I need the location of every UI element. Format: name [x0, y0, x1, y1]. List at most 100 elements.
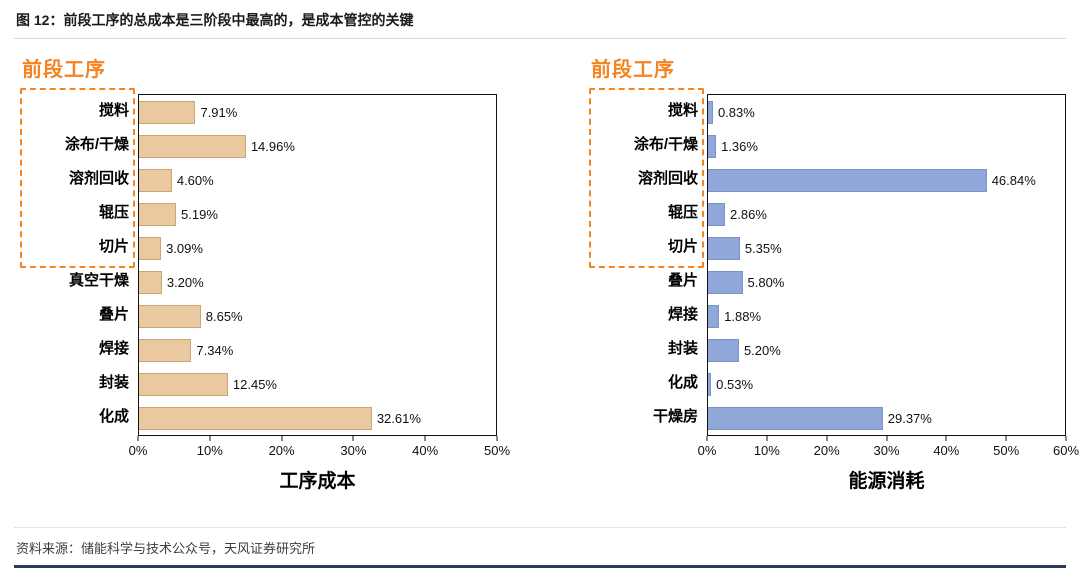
tick-label: 10%	[196, 443, 223, 458]
bar	[708, 270, 743, 294]
bar-row: 5.19%	[139, 197, 496, 231]
bar-row: 7.34%	[139, 333, 496, 367]
x-axis: 0% 10% 20% 30% 40% 50%	[129, 436, 510, 462]
tick-label: 40%	[933, 443, 960, 458]
value-label: 46.84%	[991, 172, 1036, 188]
bar	[139, 270, 162, 294]
tick-label: 50%	[483, 443, 511, 458]
source-divider	[14, 527, 1066, 528]
category-label: 溶剂回收	[68, 170, 129, 187]
bar	[139, 202, 177, 226]
value-label: 5.80%	[747, 274, 785, 290]
chart-body: 搅料 涂布/干燥 溶剂回收 辊压 切片 叠片 焊接 封装 化成 干燥房 0.83% 1.36% 46.8…	[589, 88, 1079, 493]
value-label: 5.20%	[743, 342, 781, 358]
bar-row: 3.20%	[139, 265, 496, 299]
bar-row: 4.60%	[139, 163, 496, 197]
tick-label: 50%	[993, 443, 1020, 458]
figure-footer: 资料来源：储能科学与技术公众号，天风证券研究所	[14, 527, 1066, 568]
bar-row: 0.83%	[708, 95, 1065, 129]
tick-mark	[496, 436, 498, 441]
value-label: 4.60%	[176, 172, 214, 188]
source-note: 资料来源：储能科学与技术公众号，天风证券研究所	[16, 541, 316, 556]
category-label: 化成	[667, 374, 698, 391]
value-label: 1.36%	[721, 138, 758, 154]
chart-energy-consumption: 前段工序 搅料 涂布/干燥 溶剂回收 辊压 切片 叠片 焊接 封装 化成 干燥房 0.83% 1.36%…	[589, 53, 1079, 493]
value-label: 1.88%	[724, 308, 762, 324]
value-label: 8.65%	[205, 308, 243, 324]
bar-row: 5.80%	[708, 265, 1065, 299]
bar-row: 32.61%	[139, 401, 496, 435]
bar-row: 3.09%	[139, 231, 496, 265]
category-label: 涂布/干燥	[64, 136, 129, 153]
x-axis: 0% 10% 20% 30% 40% 50% 60%	[698, 436, 1079, 462]
bar	[708, 236, 740, 260]
axis-title: 工序成本	[279, 471, 356, 492]
bar	[139, 236, 162, 260]
category-label: 辊压	[667, 204, 698, 221]
category-label: 叠片	[667, 272, 698, 289]
tick-mark	[352, 436, 354, 441]
category-label: 辊压	[98, 204, 129, 221]
category-label: 溶剂回收	[637, 170, 698, 187]
value-label: 5.19%	[181, 206, 218, 222]
plot-area: 0.83% 1.36% 46.84% 2.86% 5.35% 5.80% 1.88% 5.20…	[707, 94, 1066, 436]
value-label: 7.34%	[196, 342, 234, 358]
bar-row: 2.86%	[708, 197, 1065, 231]
tick-label: 0%	[697, 443, 717, 458]
bar	[139, 304, 201, 328]
tick-label: 20%	[813, 443, 840, 458]
category-label: 搅料	[98, 102, 129, 119]
bar-row: 7.91%	[139, 95, 496, 129]
chart-body: 搅料 涂布/干燥 溶剂回收 辊压 切片 真空干燥 叠片 焊接 封装 化成 7.91% 14.96% 4.…	[20, 88, 510, 493]
tick-mark	[281, 436, 283, 441]
category-label: 焊接	[98, 340, 129, 357]
value-label: 14.96%	[250, 138, 295, 154]
category-axis: 搅料 涂布/干燥 溶剂回收 辊压 切片 真空干燥 叠片 焊接 封装 化成	[20, 88, 138, 436]
bar-row: 0.53%	[708, 367, 1065, 401]
bar	[708, 202, 726, 226]
category-label: 涂布/干燥	[633, 136, 698, 153]
category-label: 封装	[667, 340, 698, 357]
bar-row: 14.96%	[139, 129, 496, 163]
bar	[139, 134, 246, 158]
category-label: 叠片	[98, 306, 129, 323]
bar-row: 12.45%	[139, 367, 496, 401]
value-label: 5.35%	[744, 240, 782, 256]
bar	[708, 168, 987, 192]
bar	[139, 100, 196, 124]
tick-label: 10%	[753, 443, 780, 458]
tick-mark	[826, 436, 828, 441]
charts-row: 前段工序 搅料 涂布/干燥 溶剂回收 辊压 切片 真空干燥 叠片 焊接 封装 化成 7.91% 14.9…	[14, 53, 1079, 493]
tick-mark	[706, 436, 708, 441]
tick-mark	[886, 436, 887, 441]
tick-mark	[1065, 436, 1067, 441]
bar	[139, 372, 228, 396]
chart-process-cost: 前段工序 搅料 涂布/干燥 溶剂回收 辊压 切片 真空干燥 叠片 焊接 封装 化成 7.91% 14.9…	[20, 53, 510, 493]
bar-row: 46.84%	[708, 163, 1065, 197]
bar	[708, 338, 739, 362]
value-label: 12.45%	[232, 376, 277, 392]
tick-mark	[945, 436, 947, 441]
bar	[708, 100, 713, 124]
tick-mark	[766, 436, 768, 441]
bar	[139, 338, 192, 362]
bar	[708, 304, 720, 328]
bar-row: 1.88%	[708, 299, 1065, 333]
value-label: 7.91%	[200, 104, 238, 120]
category-label: 切片	[667, 238, 698, 255]
tick-label: 0%	[128, 443, 148, 458]
bar-row: 5.20%	[708, 333, 1065, 367]
value-label: 0.53%	[716, 376, 754, 392]
category-label: 真空干燥	[68, 272, 129, 289]
front-stage-label: 前段工序	[591, 59, 675, 81]
category-label: 封装	[98, 374, 129, 391]
value-label: 32.61%	[376, 410, 421, 426]
title-divider	[14, 38, 1066, 39]
tick-label: 30%	[873, 443, 900, 458]
category-label: 搅料	[667, 102, 698, 119]
plot-area: 7.91% 14.96% 4.60% 5.19% 3.09% 3.20% 8.65% 7.34…	[138, 94, 497, 436]
category-label: 切片	[98, 238, 129, 255]
tick-mark	[209, 436, 211, 441]
tick-label: 60%	[1052, 443, 1080, 458]
